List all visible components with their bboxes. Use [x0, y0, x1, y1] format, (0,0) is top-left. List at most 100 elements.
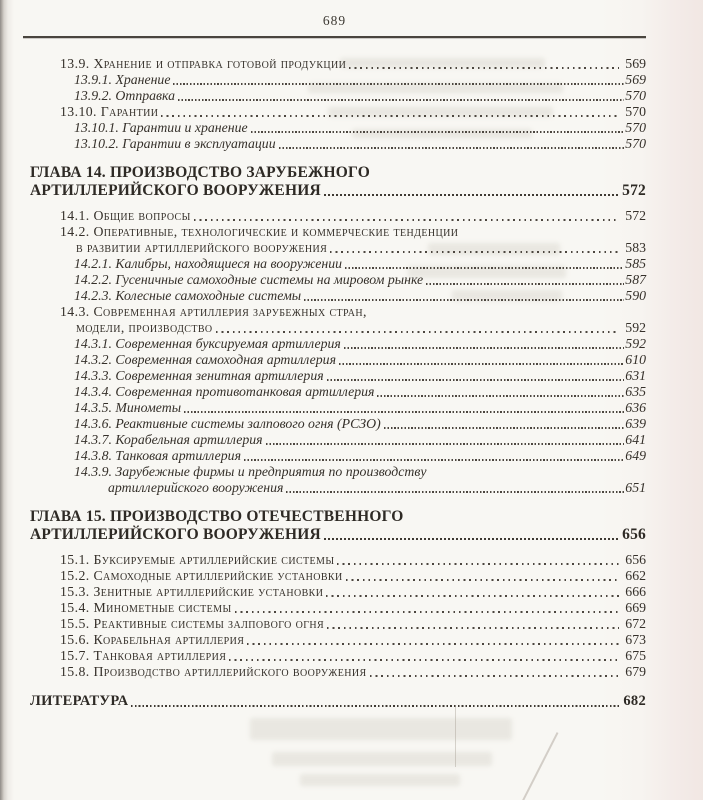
toc-page-number: 639 — [625, 416, 646, 431]
toc-entry-line: 13.9.1. Хранение 569 — [30, 72, 646, 88]
toc-entry-title: 13.10.1. Гарантии и хранение — [74, 120, 248, 135]
toc: 13.9. Хранение и отправка готовой продук… — [30, 56, 646, 710]
toc-entry-line: 14.2.2. Гусеничные самоходные системы на… — [30, 272, 646, 288]
toc-entry-line: 14.3.6. Реактивные системы залпового огн… — [30, 416, 646, 432]
toc-entry-title: АРТИЛЛЕРИЙСКОГО ВООРУЖЕНИЯ — [30, 525, 321, 543]
toc-page-number: 570 — [625, 120, 646, 135]
toc-entry-title: 15.4. Минометные системы — [60, 600, 232, 615]
toc-entry: 13.10. Гарантии 570 — [30, 104, 646, 120]
toc-entry-title: 15.3. Зенитные артиллерийские установки — [60, 584, 324, 599]
toc-entry: 15.2. Самоходные артиллерийские установк… — [30, 568, 646, 584]
toc-entry-line: 14.3. Современная артиллерия зарубежных … — [30, 304, 646, 320]
toc-page-number: 570 — [625, 104, 646, 119]
toc-entry: 13.10.2. Гарантии в эксплуатации 570 — [30, 136, 646, 152]
toc-entry-title: 15.7. Танковая артиллерия — [60, 648, 227, 663]
toc-entry-title: ГЛАВА 14. ПРОИЗВОДСТВО ЗАРУБЕЖНОГО — [30, 164, 370, 181]
toc-entry-line: 13.9.2. Отправка 570 — [30, 88, 646, 104]
toc-entry-line: 13.9. Хранение и отправка готовой продук… — [30, 56, 646, 72]
toc-entry-title: 14.3.7. Корабельная артиллерия — [74, 432, 263, 447]
toc-entry-title: ГЛАВА 15. ПРОИЗВОДСТВО ОТЕЧЕСТВЕННОГО — [30, 508, 404, 525]
toc-page-number: 669 — [625, 600, 646, 615]
toc-entry-title: 14.2.1. Калибры, находящиеся на вооружен… — [74, 256, 343, 271]
toc-page-number: 572 — [622, 181, 646, 199]
toc-entry-title: 13.10. Гарантии — [60, 104, 159, 119]
dot-leader — [326, 595, 620, 597]
toc-entry-title: 14.3.2. Современная самоходная артиллери… — [74, 352, 336, 367]
toc-entry-line: 13.10. Гарантии 570 — [30, 104, 646, 120]
toc-page-number: 649 — [625, 448, 646, 463]
toc-entry: ЛИТЕРАТУРА 682 — [30, 693, 646, 710]
toc-entry-line: АРТИЛЛЕРИЙСКОГО ВООРУЖЕНИЯ 656 — [30, 526, 646, 544]
dot-leader — [339, 362, 625, 365]
toc-entry: 15.3. Зенитные артиллерийские установки 6… — [30, 584, 646, 600]
toc-page-number: 570 — [625, 88, 646, 103]
toc-entry-line: 14.2.1. Калибры, находящиеся на вооружен… — [30, 256, 646, 272]
toc-entry-title: 13.9. Хранение и отправка готовой продук… — [60, 56, 347, 71]
toc-entry-title: 14.2. Оперативные, технологические и ком… — [60, 224, 459, 239]
scratch-mark — [519, 732, 559, 800]
dot-leader — [369, 675, 620, 677]
dot-leader — [345, 579, 620, 581]
toc-entry-title: 13.9.1. Хранение — [74, 72, 171, 87]
toc-entry-title: 14.3.4. Современная противотанковая арти… — [74, 384, 375, 399]
toc-entry: 14.2.2. Гусеничные самоходные системы на… — [30, 272, 646, 288]
toc-entry-line: 14.3.1. Современная буксируемая артиллер… — [30, 336, 646, 352]
toc-entry-line: 14.3.7. Корабельная артиллерия 641 — [30, 432, 646, 448]
dot-leader — [234, 611, 620, 613]
dot-leader — [215, 331, 620, 333]
toc-entry-line: 14.3.3. Современная зенитная артиллерия 6… — [30, 368, 646, 384]
dot-leader — [161, 115, 620, 117]
toc-entry-line: 14.2.3. Колесные самоходные системы 590 — [30, 288, 646, 304]
toc-page-number: 570 — [625, 136, 646, 151]
dot-leader — [265, 442, 625, 445]
toc-entry: 14.3.9. Зарубежные фирмы и предприятия п… — [30, 464, 646, 496]
toc-entry-line: 14.3.4. Современная противотанковая арти… — [30, 384, 646, 400]
toc-page-number: 635 — [625, 384, 646, 399]
toc-entry-title: 14.3.5. Минометы — [74, 400, 182, 415]
header-rule — [23, 36, 646, 38]
dot-leader — [323, 193, 621, 196]
toc-entry: 14.3.2. Современная самоходная артиллери… — [30, 352, 646, 368]
toc-entry-title: 15.5. Реактивные системы залпового огня — [60, 616, 325, 631]
toc-entry-title: 14.2.2. Гусеничные самоходные системы на… — [74, 272, 424, 287]
toc-entry-line: 15.4. Минометные системы 669 — [30, 600, 646, 616]
toc-page-number: 587 — [625, 272, 646, 287]
bleedthrough-artifact — [352, 129, 532, 138]
toc-page-number: 656 — [625, 552, 646, 567]
toc-entry: ГЛАВА 15. ПРОИЗВОДСТВО ОТЕЧЕСТВЕННОГО АРТ… — [30, 508, 646, 543]
dot-leader — [243, 458, 625, 461]
bleedthrough-artifact — [408, 266, 566, 278]
toc-entry-title: артиллерийского вооружения — [108, 480, 284, 495]
toc-entry: 14.2.1. Калибры, находящиеся на вооружен… — [30, 256, 646, 272]
toc-page-number: 631 — [625, 368, 646, 383]
toc-entry-line: 14.2. Оперативные, технологические и ком… — [30, 224, 646, 240]
toc-entry-title: 15.1. Буксируемые артиллерийские системы — [60, 552, 335, 567]
toc-entry-title: АРТИЛЛЕРИЙСКОГО ВООРУЖЕНИЯ — [30, 181, 321, 199]
dot-leader — [250, 130, 625, 133]
toc-entry-title: 15.8. Производство артиллерийского воору… — [60, 664, 367, 679]
toc-entry-line: 15.3. Зенитные артиллерийские установки 6… — [30, 584, 646, 600]
dot-leader — [286, 490, 625, 493]
dot-leader — [345, 266, 625, 269]
dot-leader — [278, 146, 625, 149]
dot-leader — [426, 282, 625, 285]
toc-entry: 14.3.8. Танковая артиллерия 649 — [30, 448, 646, 464]
toc-entry: 14.2.3. Колесные самоходные системы 590 — [30, 288, 646, 304]
toc-entry-line: 15.5. Реактивные системы залпового огня 6… — [30, 616, 646, 632]
toc-entry-title: 15.6. Корабельная артиллерия — [60, 632, 245, 647]
dot-leader — [184, 410, 625, 413]
toc-entry-title: 14.1. Общие вопросы — [60, 208, 191, 223]
bleedthrough-artifact — [300, 774, 460, 786]
toc-page-number: 651 — [625, 480, 646, 495]
toc-entry: 14.3.1. Современная буксируемая артиллер… — [30, 336, 646, 352]
toc-entry-title: модели, производство — [76, 320, 213, 335]
toc-entry-line: 14.3.9. Зарубежные фирмы и предприятия п… — [30, 464, 646, 480]
toc-entry-line: 14.3.8. Танковая артиллерия 649 — [30, 448, 646, 464]
toc-page-number: 675 — [625, 648, 646, 663]
toc-page-number: 673 — [625, 632, 646, 647]
toc-entry-line: 13.10.2. Гарантии в эксплуатации 570 — [30, 136, 646, 152]
bleedthrough-artifact — [340, 58, 545, 68]
dot-leader — [173, 82, 625, 85]
toc-page-number: 585 — [625, 256, 646, 271]
dot-leader — [377, 394, 625, 397]
